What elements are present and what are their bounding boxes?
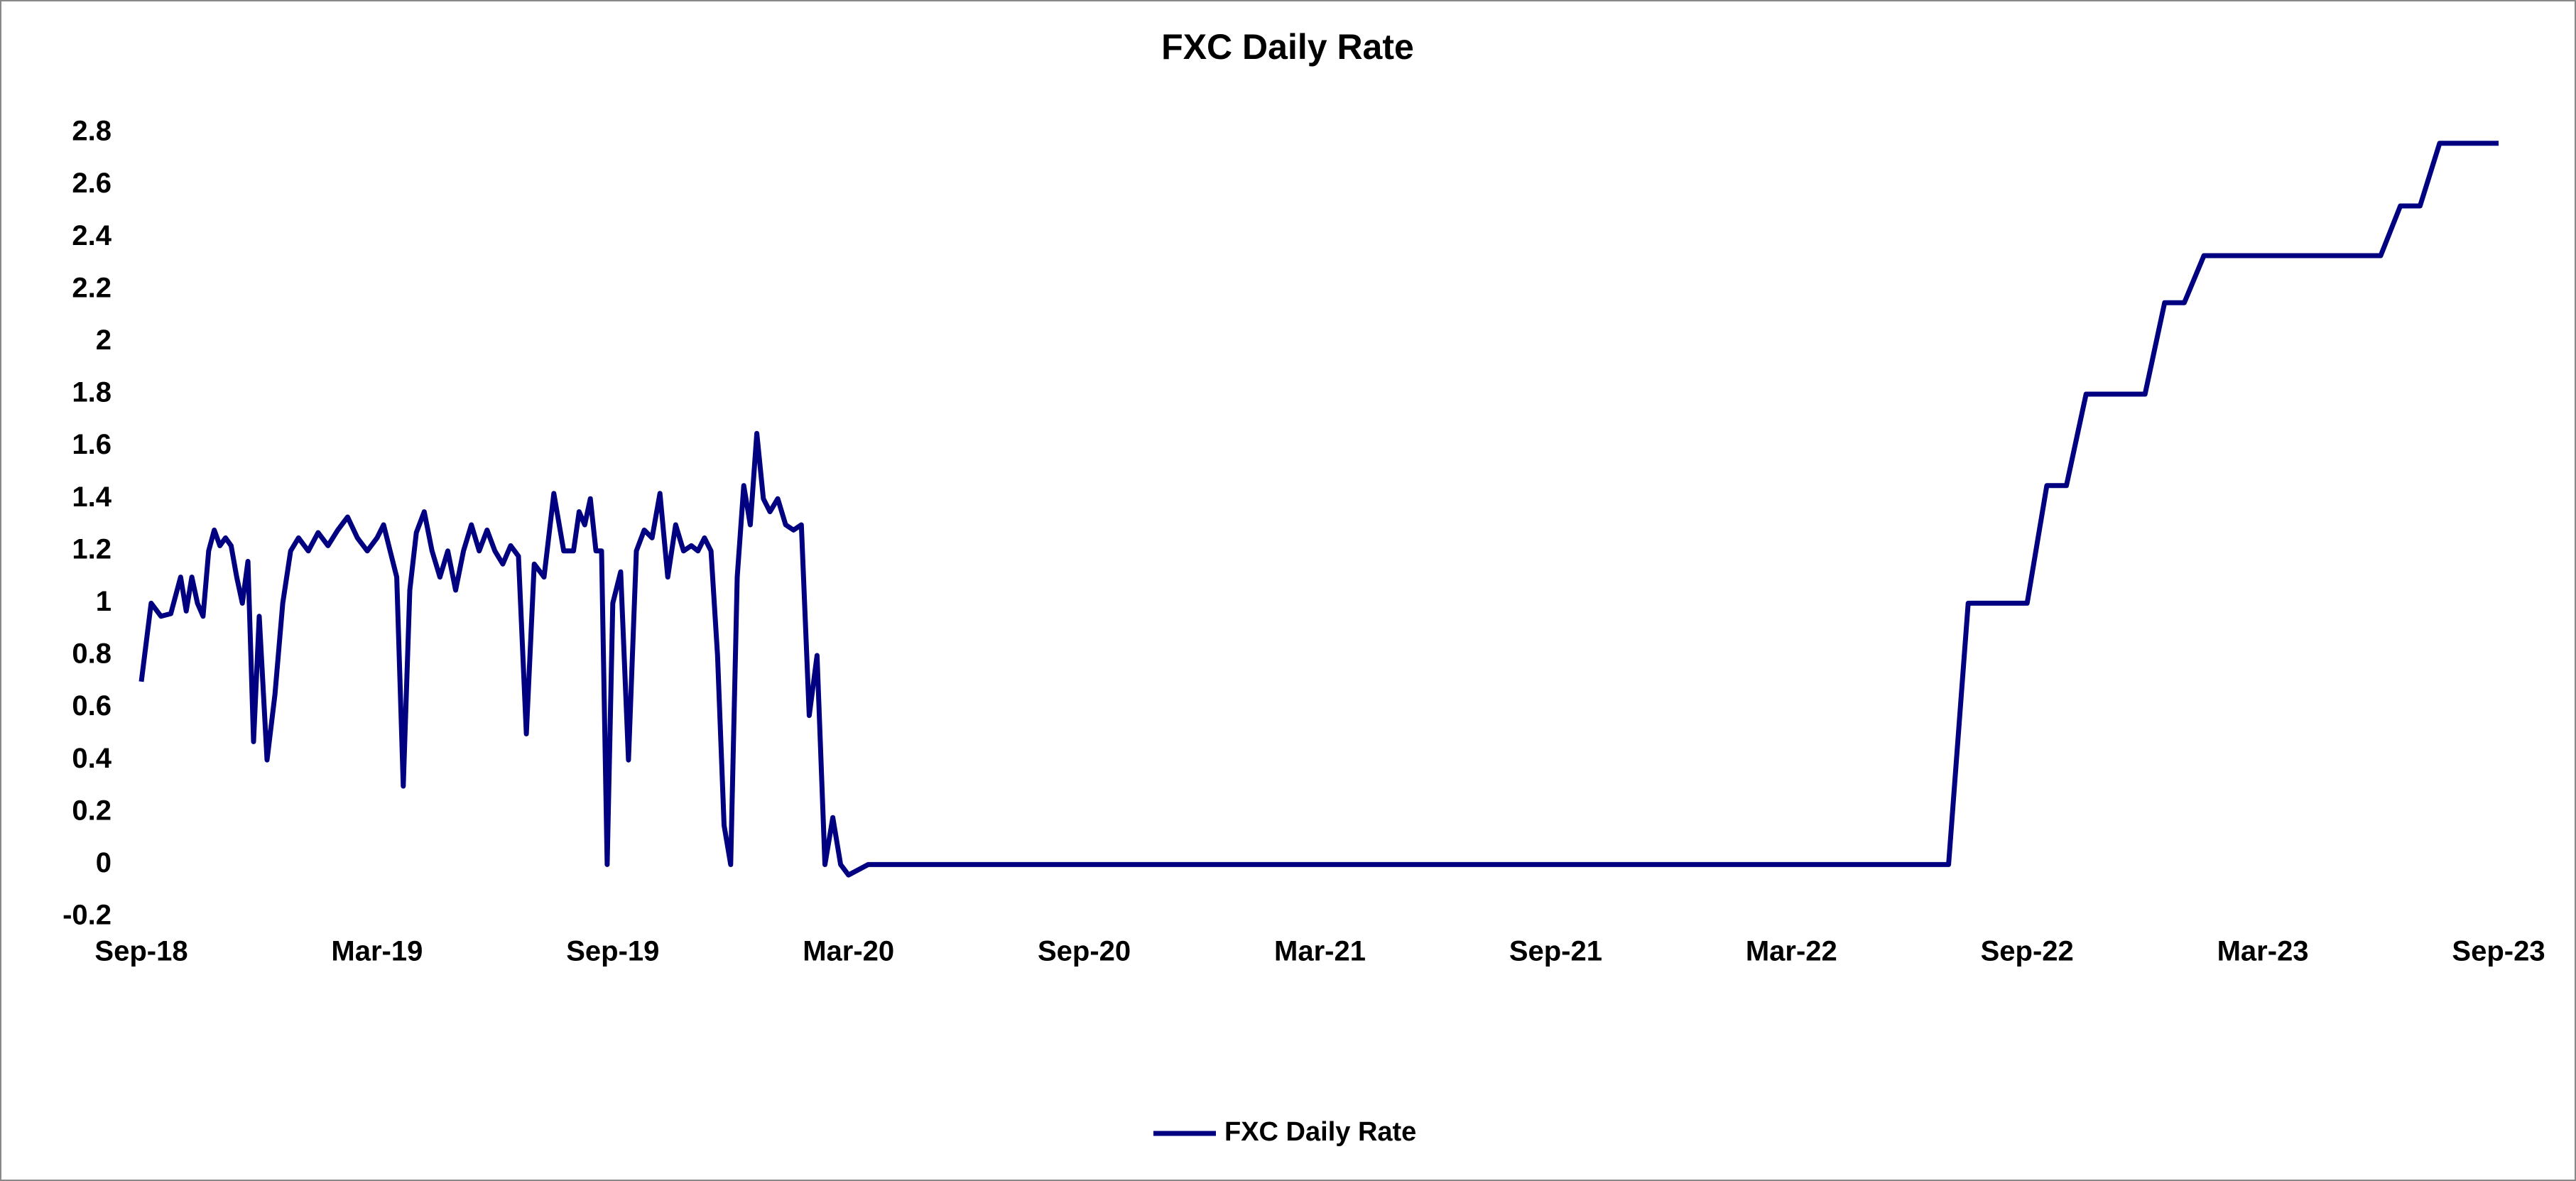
x-tick-label: Mar-22 [1746, 936, 1837, 967]
x-tick-label: Sep-18 [94, 936, 188, 967]
y-tick-label: -0.2 [63, 900, 112, 931]
y-tick-label: 0.2 [72, 795, 112, 826]
y-tick-label: 2.6 [72, 168, 112, 199]
x-tick-label: Sep-20 [1038, 936, 1131, 967]
x-tick-label: Sep-19 [566, 936, 659, 967]
y-tick-label: 1.6 [72, 429, 112, 460]
x-tick-label: Mar-20 [803, 936, 894, 967]
y-tick-label: 0.4 [72, 743, 112, 774]
y-tick-label: 1.2 [72, 533, 112, 565]
y-tick-label: 1.4 [72, 481, 112, 513]
y-tick-label: 0 [96, 847, 112, 878]
x-tick-label: Mar-19 [331, 936, 423, 967]
y-tick-label: 0.8 [72, 638, 112, 670]
x-tick-label: Mar-23 [2217, 936, 2309, 967]
x-tick-label: Sep-23 [2452, 936, 2545, 967]
chart-title: FXC Daily Rate [1161, 27, 1414, 67]
y-tick-label: 1 [96, 586, 112, 617]
y-tick-label: 2.8 [72, 116, 112, 147]
y-tick-label: 0.6 [72, 690, 112, 722]
y-tick-label: 1.8 [72, 377, 112, 408]
y-tick-label: 2.4 [72, 220, 112, 251]
x-tick-label: Sep-21 [1509, 936, 1602, 967]
x-tick-label: Mar-21 [1274, 936, 1366, 967]
y-tick-label: 2.2 [72, 272, 112, 303]
legend-label: FXC Daily Rate [1224, 1117, 1416, 1147]
y-tick-label: 2 [96, 325, 112, 356]
data-line [138, 141, 2499, 878]
x-tick-label: Sep-22 [1981, 936, 2074, 967]
